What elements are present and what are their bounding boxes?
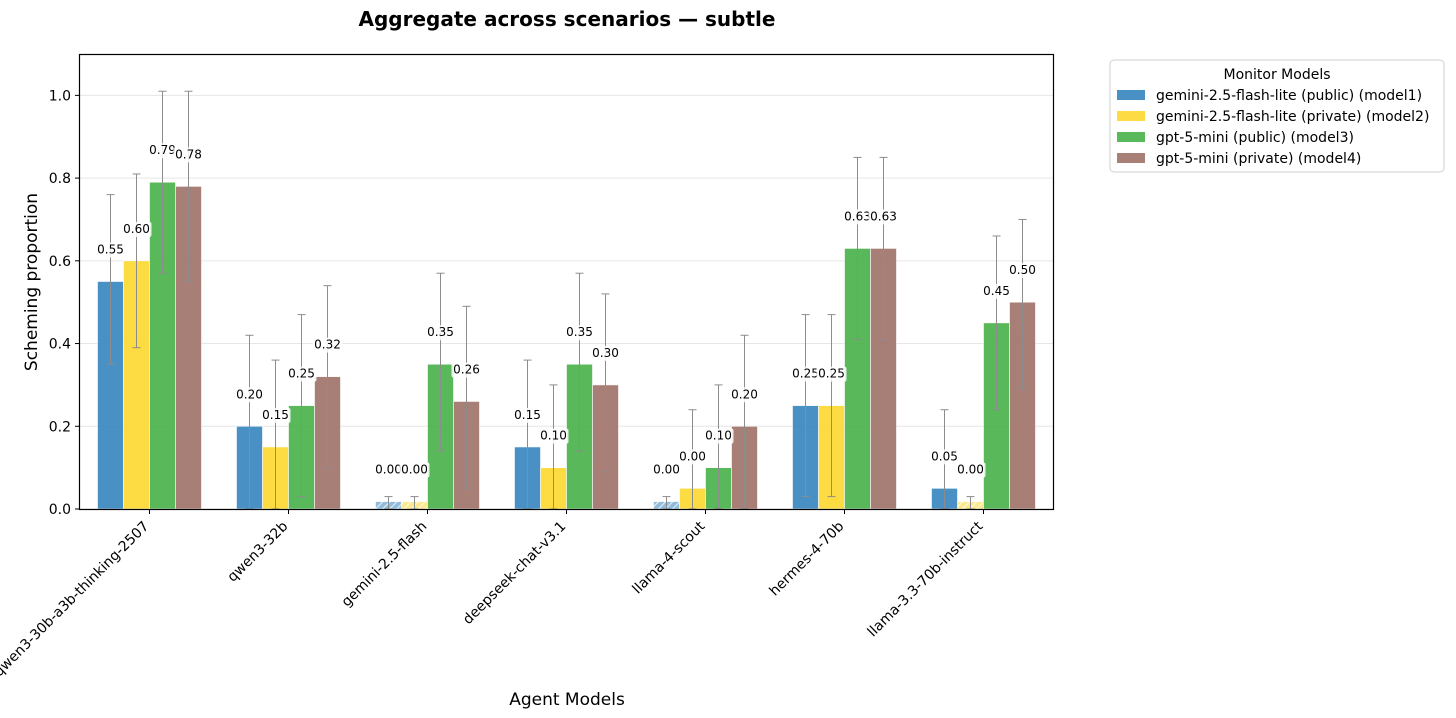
y-tick-label: 0.2 — [49, 419, 71, 435]
bar-value-label: 0.32 — [314, 338, 341, 352]
bar-value-label: 0.63 — [870, 209, 897, 223]
bar-label-bg — [95, 242, 126, 258]
bar-label-bg — [703, 428, 734, 444]
y-tick-label: 0.0 — [49, 502, 71, 518]
bar-label-bg — [451, 362, 482, 378]
y-axis-label: Scheming proportion — [22, 193, 42, 371]
bar-label-bg — [147, 143, 178, 159]
bar-label-bg — [1007, 263, 1038, 279]
bar-value-label: 0.26 — [453, 362, 480, 376]
bar-label-bg — [373, 462, 404, 478]
bar-label-bg — [790, 366, 821, 382]
bar-value-label: 0.00 — [653, 463, 680, 477]
bar-label-bg — [590, 345, 621, 361]
bar-value-label: 0.25 — [288, 367, 315, 381]
bar-label-bg — [677, 449, 708, 465]
bar-label-bg — [729, 387, 760, 403]
legend-label: gpt-5-mini (private) (model4) — [1156, 151, 1361, 167]
bar-value-label: 0.15 — [514, 408, 541, 422]
bar-label-bg — [121, 221, 152, 237]
bar-value-label: 0.20 — [236, 387, 263, 401]
legend-items: gemini-2.5-flash-lite (public) (model1) g… — [1117, 88, 1429, 167]
x-tick-label: llama-4-scout — [629, 518, 708, 597]
y-tick-label: 1.0 — [49, 88, 71, 104]
bar-label-bg — [425, 325, 456, 341]
bar-value-label: 0.30 — [592, 346, 619, 360]
y-tick-label: 0.4 — [49, 337, 71, 353]
y-tick-label: 0.8 — [49, 171, 71, 187]
legend-label: gemini-2.5-flash-lite (private) (model2) — [1156, 109, 1429, 125]
bar-value-label: 0.00 — [375, 463, 402, 477]
bar-value-label: 0.60 — [123, 222, 150, 236]
bar-value-label: 0.00 — [957, 463, 984, 477]
bar-label-bg — [868, 209, 899, 225]
x-tick-label: qwen3-30b-a3b-thinking-2507 — [0, 519, 152, 681]
bar-label-bg — [286, 366, 317, 382]
bar-label-bg — [512, 407, 543, 423]
x-tick-label: llama-3.3-70b-instruct — [865, 518, 987, 640]
x-tick-label: qwen3-32b — [225, 518, 292, 585]
bar-label-bg — [929, 449, 960, 465]
x-axis-label: Agent Models — [509, 690, 625, 710]
bar-label-bg — [564, 325, 595, 341]
bar-label-bg — [981, 283, 1012, 299]
error-bars — [106, 90, 1027, 510]
bar-value-label: 0.45 — [983, 284, 1010, 298]
legend-label: gpt-5-mini (public) (model3) — [1156, 130, 1354, 146]
bar-value-label: 0.35 — [427, 325, 454, 339]
bar-value-label: 0.15 — [262, 408, 289, 422]
bar-label-bg — [955, 462, 986, 478]
bar-value-label: 0.10 — [705, 429, 732, 443]
legend-swatch — [1117, 153, 1145, 163]
x-axis-ticks: qwen3-30b-a3b-thinking-2507 qwen3-32b gemi… — [0, 509, 987, 680]
x-tick-label: deepseek-chat-v3.1 — [460, 519, 569, 628]
bars — [97, 181, 1036, 510]
bar-value-label: 0.00 — [679, 449, 706, 463]
legend-title: Monitor Models — [1224, 67, 1331, 83]
bar-value-label: 0.78 — [175, 147, 202, 161]
chart-title: Aggregate across scenarios — subtle — [359, 7, 776, 31]
bar-label-bg — [399, 462, 430, 478]
legend: Monitor Models gemini-2.5-flash-lite (pu… — [1109, 59, 1445, 173]
bar-value-label: 0.05 — [931, 449, 958, 463]
legend-swatch — [1117, 90, 1145, 100]
bar-value-label: 0.25 — [792, 367, 819, 381]
bar-label-bg — [260, 407, 291, 423]
bar-value-label: 0.20 — [731, 387, 758, 401]
bar-value-label: 0.00 — [401, 463, 428, 477]
bar-value-label: 0.25 — [818, 367, 845, 381]
bar-label-bg — [816, 366, 847, 382]
bar-label-bg — [538, 428, 569, 444]
legend-swatch — [1117, 132, 1145, 142]
y-axis-ticks: 0.0 0.2 0.4 0.6 0.8 1.0 — [49, 88, 80, 518]
x-tick-label: gemini-2.5-flash — [339, 519, 431, 611]
legend-box — [1109, 59, 1445, 173]
bar-value-labels: 0.550.600.79 0.780.200.150.250.320.00 0.00… — [95, 143, 1038, 478]
legend-swatch — [1117, 111, 1145, 121]
bar-label-bg — [173, 147, 204, 163]
bar-label-bg — [234, 387, 265, 403]
bar-value-label: 0.63 — [844, 209, 871, 223]
x-tick-label: hermes-4-70b — [767, 518, 848, 599]
bar-label-bg — [842, 209, 873, 225]
y-tick-label: 0.6 — [49, 254, 71, 270]
bar-value-label: 0.10 — [540, 429, 567, 443]
bar-label-bg — [651, 462, 682, 478]
bar-value-label: 0.55 — [97, 243, 124, 257]
bar-value-label: 0.35 — [566, 325, 593, 339]
bar-label-bg — [312, 337, 343, 353]
bar-value-label: 0.79 — [149, 143, 176, 157]
bar-value-label: 0.50 — [1009, 263, 1036, 277]
legend-label: gemini-2.5-flash-lite (public) (model1) — [1156, 88, 1422, 104]
